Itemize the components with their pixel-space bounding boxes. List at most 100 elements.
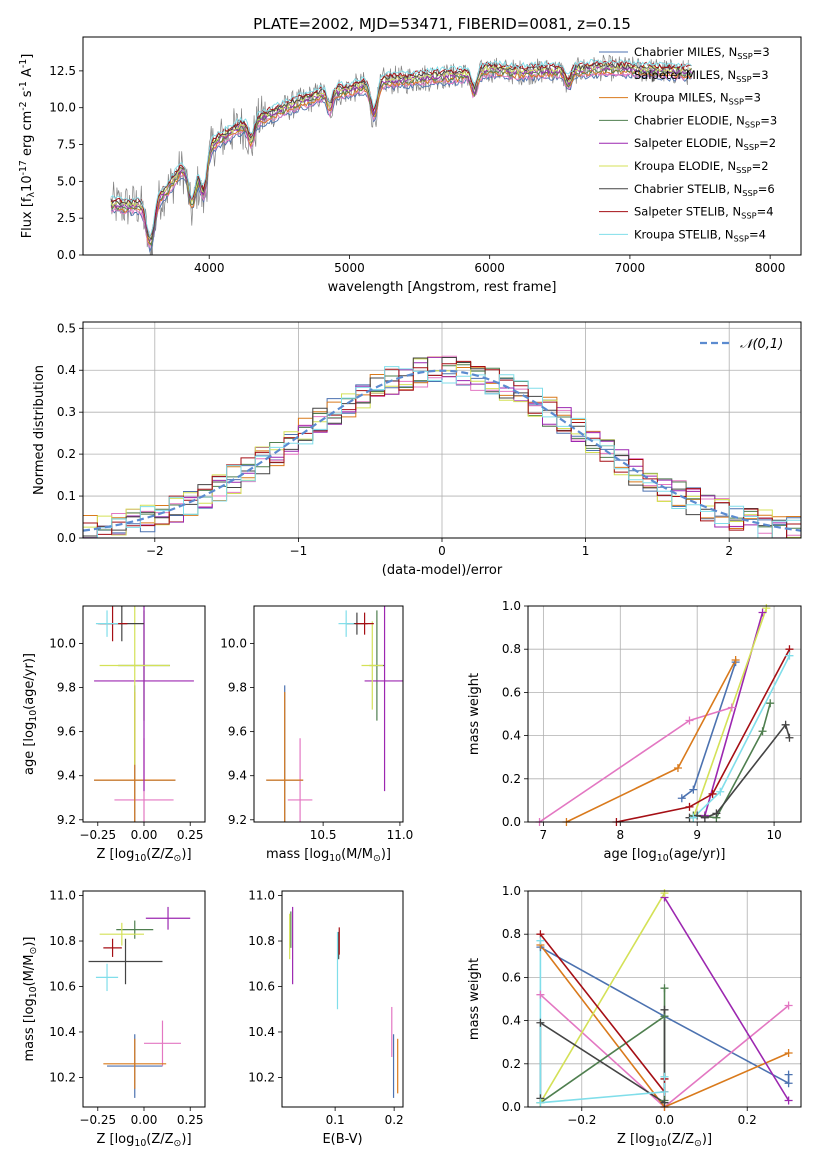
mass-weight-line <box>616 648 791 822</box>
y-tick-label: 9.6 <box>57 725 76 739</box>
chart-panel-4: 7 8 9 10 0.0 0.2 0.4 0.6 0.8 1.0 age [log10(age/yr… <box>467 599 802 864</box>
x-tick-label: 6000 <box>474 261 505 275</box>
x-tick-label: 0.2 <box>738 1113 757 1127</box>
mass-weight-marker <box>536 1018 545 1027</box>
y-tick-label: 10.8 <box>248 934 275 948</box>
y-axis-label: age [log10(age/yr)] <box>22 653 39 775</box>
y-tick-label: 0.0 <box>502 1100 521 1114</box>
x-axis-label: E(B-V) <box>322 1132 362 1147</box>
chart-panel-6: 0.1 0.2 10.2 10.4 10.6 10.8 11.0 E(B-V) <box>248 889 403 1147</box>
x-tick-label: −0.25 <box>79 1113 116 1127</box>
x-tick-label: 0.2 <box>385 1113 404 1127</box>
mass-weight-marker <box>784 1070 793 1079</box>
model-spectrum <box>110 58 692 238</box>
x-tick-label: 10.5 <box>310 828 337 842</box>
legend-label: Kroupa ELODIE, NSSP=2 <box>634 159 769 175</box>
y-tick-label: 0.4 <box>502 729 521 743</box>
x-tick-label: 10 <box>766 828 781 842</box>
mass-weight-marker <box>731 656 740 664</box>
y-tick-label: 10.0 <box>220 636 247 650</box>
y-tick-label: 0.2 <box>57 447 76 461</box>
mass-weight-marker <box>689 785 698 794</box>
axes-frame <box>281 890 404 1108</box>
y-tick-label: 7.5 <box>57 138 76 152</box>
mass-weight-marker <box>784 1049 793 1057</box>
mass-weight-marker <box>685 716 694 725</box>
mass-weight-marker <box>689 813 698 822</box>
y-tick-label: 10.8 <box>49 934 76 948</box>
y-tick-label: 0.0 <box>57 531 76 545</box>
legend-label: Kroupa STELIB, NSSP=4 <box>634 227 766 243</box>
model-spectrum <box>110 65 693 242</box>
y-tick-label: 9.8 <box>57 681 76 695</box>
normal-reference-curve <box>83 369 801 532</box>
x-tick-label: 0.25 <box>177 1113 204 1127</box>
mass-weight-marker <box>784 1001 793 1010</box>
plot-area <box>94 606 194 822</box>
mass-weight-marker <box>784 1079 793 1088</box>
y-tick-label: 1.0 <box>502 884 521 898</box>
axes-frame <box>82 321 802 539</box>
y-tick-label: 9.2 <box>57 813 76 827</box>
x-tick-label: 5000 <box>334 261 365 275</box>
y-tick-label: 9.4 <box>228 769 247 783</box>
x-tick-label: 9 <box>693 828 701 842</box>
mass-weight-marker <box>758 608 767 617</box>
axes-frame <box>82 36 802 256</box>
y-tick-label: 11.0 <box>49 889 76 903</box>
mass-weight-marker <box>660 889 669 898</box>
figure-title: PLATE=2002, MJD=53471, FIBERID=0081, z=0… <box>253 15 631 33</box>
mass-weight-line <box>539 944 789 1107</box>
mass-weight-marker <box>785 651 794 660</box>
mass-weight-marker <box>673 764 682 772</box>
legend-label: Salpeter STELIB, NSSP=4 <box>634 205 774 221</box>
mass-weight-marker <box>677 794 686 803</box>
mass-weight-marker <box>716 787 725 796</box>
y-tick-label: 9.8 <box>228 681 247 695</box>
legend-label: Salpeter MILES, NSSP=3 <box>634 68 769 84</box>
x-tick-label: −0.25 <box>79 828 116 842</box>
observed-spectrum <box>110 54 689 255</box>
y-tick-label: 0.8 <box>502 927 521 941</box>
legend-label: Kroupa MILES, NSSP=3 <box>634 91 761 107</box>
y-tick-label: 10.0 <box>49 636 76 650</box>
legend-label: Chabrier ELODIE, NSSP=3 <box>634 113 777 129</box>
y-axis-label: Normed distribution <box>32 365 47 495</box>
histogram-legend: 𝒩(0,1) <box>700 337 783 352</box>
x-tick-label: 7 <box>540 828 548 842</box>
plot-area <box>539 892 790 1107</box>
mass-weight-line <box>689 723 791 819</box>
mass-weight-marker <box>660 1098 669 1107</box>
chart-panel-2: −0.25 0.00 0.25 9.2 9.4 9.6 9.8 10.0 Z [log10(Z/… <box>22 605 206 864</box>
x-tick-label: 0.00 <box>131 1113 158 1127</box>
x-axis-label: (data-model)/error <box>382 563 503 578</box>
model-spectrum <box>110 59 692 238</box>
mass-weight-marker <box>712 809 721 818</box>
mass-weight-marker <box>660 1005 669 1014</box>
x-tick-label: 4000 <box>194 261 225 275</box>
mass-weight-marker <box>785 733 794 742</box>
mass-weight-line <box>539 933 666 1095</box>
y-tick-label: 1.0 <box>502 599 521 613</box>
x-axis-label: wavelength [Angstrom, rest frame] <box>328 280 557 295</box>
y-tick-label: 2.5 <box>57 211 76 225</box>
mass-weight-marker <box>781 720 790 729</box>
axes-frame <box>527 605 802 823</box>
mass-weight-marker <box>700 813 709 822</box>
mass-weight-marker <box>660 1072 669 1081</box>
y-tick-label: 10.6 <box>248 979 275 993</box>
y-tick-label: 11.0 <box>248 889 275 903</box>
chart-panel-7: −0.2 0.0 0.2 0.0 0.2 0.4 0.6 0.8 1.0 Z [log10(Z/Z… <box>467 884 802 1149</box>
model-spectrum <box>110 71 692 249</box>
plot-area <box>289 906 399 1098</box>
mass-weight-marker <box>784 1096 793 1105</box>
y-tick-label: 10.4 <box>49 1025 76 1039</box>
x-tick-label: 8000 <box>755 261 786 275</box>
legend-label: Chabrier STELIB, NSSP=6 <box>634 182 775 198</box>
axes-frame <box>82 890 206 1108</box>
residual-histogram <box>83 366 801 538</box>
y-tick-label: 10.2 <box>49 1070 76 1084</box>
mass-weight-marker <box>708 789 717 798</box>
y-axis-label: mass weight <box>467 673 482 755</box>
plot-area <box>88 906 191 1098</box>
